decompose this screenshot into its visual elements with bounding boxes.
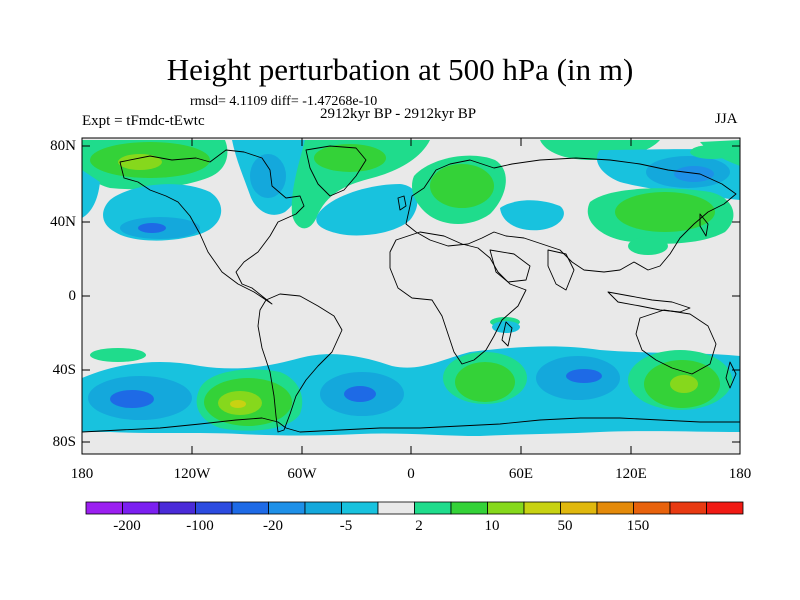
colorbar-box <box>414 501 452 515</box>
lat-tick-label: 80N <box>50 138 76 154</box>
lon-tick-label: 60W <box>287 466 317 482</box>
period-text: 2912kyr BP - 2912kyr BP <box>320 106 477 122</box>
colorbar-label: 50 <box>557 518 573 534</box>
colorbar-box <box>85 501 123 515</box>
plot-title: Height perturbation at 500 hPa (in m) <box>166 52 634 87</box>
lat-tick-label: 40S <box>52 362 76 378</box>
colorbar-box <box>706 501 744 515</box>
australia-coastline <box>635 309 717 375</box>
antarctica-coastline <box>82 417 740 433</box>
lon-tick-label: 180 <box>70 466 94 482</box>
colorbar-box <box>523 501 561 515</box>
colorbar-label: -100 <box>186 518 214 534</box>
colorbar-box <box>633 501 671 515</box>
colorbar-box <box>596 501 634 515</box>
lat-tick-label: 0 <box>68 288 77 304</box>
japan-coastline <box>699 213 709 237</box>
colorbar-box <box>158 501 196 515</box>
colorbar-box <box>231 501 269 515</box>
colorbar <box>85 501 744 515</box>
colorbar-label: -200 <box>113 518 141 534</box>
maritime-continent-coastline <box>607 291 691 313</box>
colorbar-label: -20 <box>263 518 283 534</box>
axis-ticks <box>81 138 741 454</box>
colorbar-box <box>450 501 488 515</box>
experiment-label: Expt = tFmdc-tEwtc <box>82 113 205 129</box>
colorbar-label: 150 <box>626 518 650 534</box>
south-america-coastline <box>257 293 343 433</box>
colorbar-label: -5 <box>339 518 353 534</box>
colorbar-label: 2 <box>415 518 423 534</box>
colorbar-box <box>195 501 233 515</box>
lat-tick-label: 80S <box>52 434 76 450</box>
colorbar-box <box>341 501 379 515</box>
colorbar-box <box>377 501 415 515</box>
eurasia-coastline <box>405 157 737 273</box>
lon-tick-label: 0 <box>407 466 415 482</box>
lon-tick-label: 120W <box>173 466 211 482</box>
coastlines <box>82 145 740 433</box>
stats-text: rmsd= 4.1109 diff= -1.47268e-10 <box>190 94 378 109</box>
colorbar-box <box>304 501 342 515</box>
colorbar-box <box>122 501 160 515</box>
season-label: JJA <box>715 111 738 127</box>
uk-coastline <box>397 195 407 211</box>
greenland-coastline <box>305 145 367 197</box>
lon-tick-label: 60E <box>508 466 534 482</box>
colorbar-box <box>487 501 525 515</box>
colorbar-box <box>268 501 306 515</box>
north-america-coastline <box>119 149 305 305</box>
colorbar-box <box>669 501 707 515</box>
colorbar-label: 10 <box>484 518 500 534</box>
lat-tick-label: 40N <box>50 214 76 230</box>
lon-tick-label: 120E <box>615 466 647 482</box>
colorbar-box <box>560 501 598 515</box>
lon-tick-label: 180 <box>728 466 752 482</box>
madagascar-coastline <box>501 321 513 347</box>
india-coastline <box>547 249 575 291</box>
northern-anomalies <box>82 140 740 255</box>
southern-green-cells <box>90 317 732 431</box>
africa-coastline <box>389 231 527 365</box>
arabia-coastline <box>489 249 531 283</box>
map-plot-area <box>82 138 740 454</box>
